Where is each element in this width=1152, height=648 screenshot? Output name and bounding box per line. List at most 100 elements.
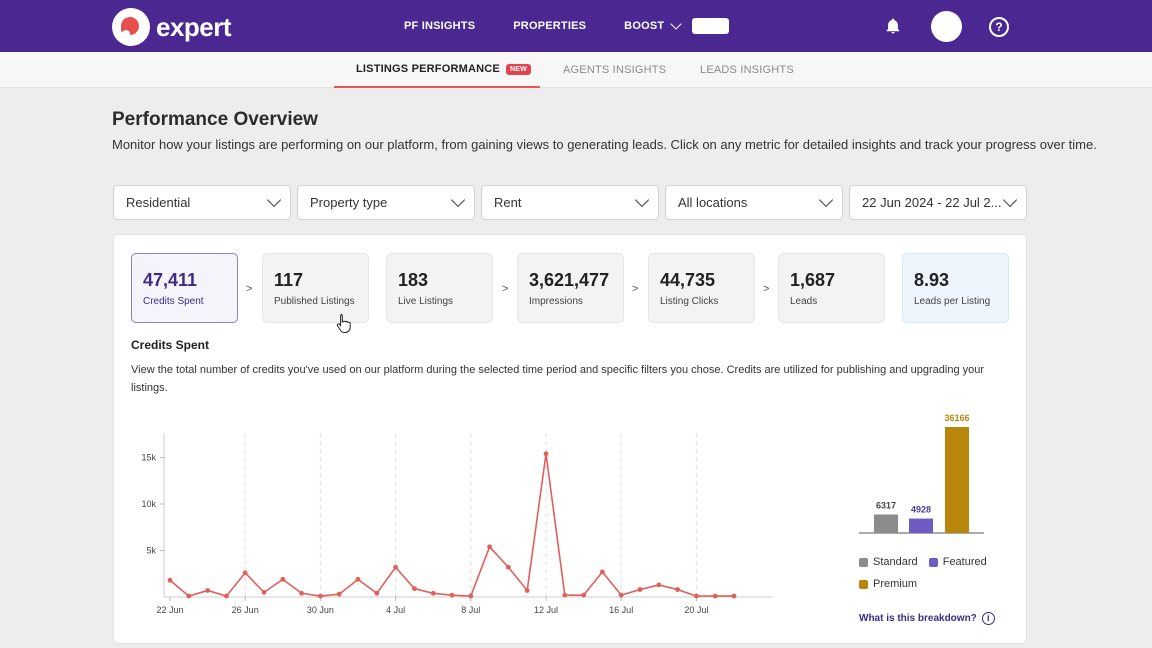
new-badge: NEW — [692, 18, 729, 34]
select-value: Rent — [494, 195, 522, 210]
data-point — [506, 564, 511, 570]
data-point — [524, 588, 530, 593]
help-icon[interactable]: ? — [989, 17, 1009, 37]
avatar[interactable] — [931, 11, 962, 42]
metric-arrow: > — [632, 283, 639, 295]
sub-tabs: LISTINGS PERFORMANCE NEW AGENTS INSIGHTS… — [0, 52, 1152, 88]
offering-type-select[interactable]: Rent — [481, 185, 659, 220]
date-range-select[interactable]: 22 Jun 2024 - 22 Jul 2... — [849, 185, 1027, 220]
y-tick-label: 10k — [141, 499, 156, 509]
metric-arrow: > — [246, 283, 253, 295]
nav-properties[interactable]: PROPERTIES — [513, 20, 587, 32]
x-tick-label: 12 Jul — [534, 605, 558, 615]
data-point — [374, 590, 380, 596]
property-type-select[interactable]: Property type — [297, 185, 475, 220]
data-point — [186, 593, 192, 599]
metric-value: 44,735 — [660, 270, 716, 290]
data-point — [600, 569, 605, 575]
nav-boost-label: BOOST — [624, 20, 665, 32]
info-icon: i — [981, 612, 995, 625]
section-title: Credits Spent — [131, 338, 210, 352]
performance-card: 47,411 Credits Spent > 117 Published Lis… — [113, 234, 1027, 644]
data-point — [336, 591, 342, 597]
filter-bar: Residential Property type Rent All locat… — [113, 185, 1027, 220]
metric-label: Published Listings — [274, 296, 355, 307]
legend-label: Premium — [873, 578, 918, 590]
metric-live-listings[interactable]: 183 Live Listings — [386, 253, 493, 323]
y-tick-label: 15k — [141, 453, 156, 463]
metric-credits-spent[interactable]: 47,411 Credits Spent — [131, 253, 238, 323]
chevron-down-icon — [670, 18, 682, 30]
metric-arrow: > — [502, 283, 509, 295]
metric-label: Credits Spent — [143, 296, 204, 307]
breakdown-info-link[interactable]: What is this breakdown? i — [859, 612, 995, 625]
metric-label: Impressions — [529, 296, 583, 307]
data-point — [280, 576, 286, 582]
data-point — [430, 590, 436, 596]
metric-leads-per-listing[interactable]: 8.93 Leads per Listing — [902, 253, 1009, 323]
category-select[interactable]: Residential — [113, 185, 291, 220]
data-point — [355, 576, 361, 582]
bar-value-label: 36166 — [944, 413, 969, 423]
bar-legend: Standard Featured Premium — [859, 556, 1019, 600]
metric-arrow: > — [763, 283, 770, 295]
select-value: Residential — [126, 195, 191, 210]
page-subtitle: Monitor how your listings are performing… — [112, 137, 1097, 152]
legend-label: Standard — [873, 556, 918, 568]
data-point — [675, 587, 680, 592]
legend-item-standard: Standard — [859, 556, 918, 568]
metric-value: 1,687 — [790, 270, 836, 290]
metric-label: Listing Clicks — [660, 296, 719, 307]
location-select[interactable]: All locations — [665, 185, 843, 220]
metric-leads[interactable]: 1,687 Leads — [778, 253, 885, 323]
metric-impressions[interactable]: 3,621,477 Impressions — [517, 253, 624, 323]
chevron-down-icon — [266, 192, 282, 207]
data-point — [618, 592, 624, 598]
data-point — [412, 586, 417, 592]
tab-agents-insights[interactable]: AGENTS INSIGHTS — [563, 52, 666, 88]
metric-listing-clicks[interactable]: 44,735 Listing Clicks — [648, 253, 755, 323]
data-point — [543, 451, 549, 457]
credits-line-chart: 22 Jun 26 Jun 30 Jun 4 Jul 8 Jul 12 Jul 16 Jul… — [141, 433, 772, 615]
top-nav: PF INSIGHTS PROPERTIES BOOST NEW — [404, 0, 729, 52]
tab-label: LEADS INSIGHTS — [700, 64, 794, 76]
metric-label: Live Listings — [398, 296, 454, 307]
legend-label: Featured — [942, 556, 987, 568]
data-point — [449, 592, 455, 598]
metric-label: Leads — [790, 296, 818, 307]
logo[interactable]: expert — [112, 8, 232, 46]
data-point — [299, 590, 304, 596]
chevron-down-icon — [450, 192, 466, 207]
bar-standard — [874, 514, 898, 533]
bell-icon[interactable] — [884, 17, 902, 35]
legend-swatch — [859, 579, 868, 589]
nav-boost[interactable]: BOOST NEW — [624, 18, 729, 34]
metric-published-listings[interactable]: 117 Published Listings — [262, 253, 369, 323]
data-point — [637, 587, 643, 592]
select-value: All locations — [678, 195, 748, 210]
chevron-down-icon — [634, 192, 650, 207]
data-point — [224, 593, 229, 599]
data-point — [318, 593, 323, 599]
data-point — [562, 592, 568, 598]
x-tick-label: 26 Jun — [232, 605, 259, 615]
legend-item-featured: Featured — [928, 556, 987, 568]
nav-pf-insights[interactable]: PF INSIGHTS — [404, 20, 476, 32]
top-bar: expert PF INSIGHTS PROPERTIES BOOST NEW … — [0, 0, 1152, 52]
metric-value: 183 — [398, 270, 429, 290]
metric-value: 8.93 — [914, 270, 950, 290]
logo-text: expert — [156, 11, 232, 42]
tab-label: LISTINGS PERFORMANCE — [356, 63, 500, 75]
tab-listings-performance[interactable]: LISTINGS PERFORMANCE NEW — [334, 52, 540, 88]
y-tick-label: 5k — [146, 546, 156, 556]
breakdown-link-label: What is this breakdown? — [859, 613, 977, 624]
data-point — [205, 588, 210, 593]
series-line — [169, 453, 734, 597]
chevron-down-icon — [818, 192, 834, 207]
logo-icon — [112, 8, 150, 46]
metric-value: 47,411 — [143, 270, 198, 290]
tab-leads-insights[interactable]: LEADS INSIGHTS — [700, 52, 794, 88]
bar-premium — [945, 427, 969, 533]
page-title: Performance Overview — [112, 109, 318, 130]
new-badge: NEW — [505, 63, 531, 75]
